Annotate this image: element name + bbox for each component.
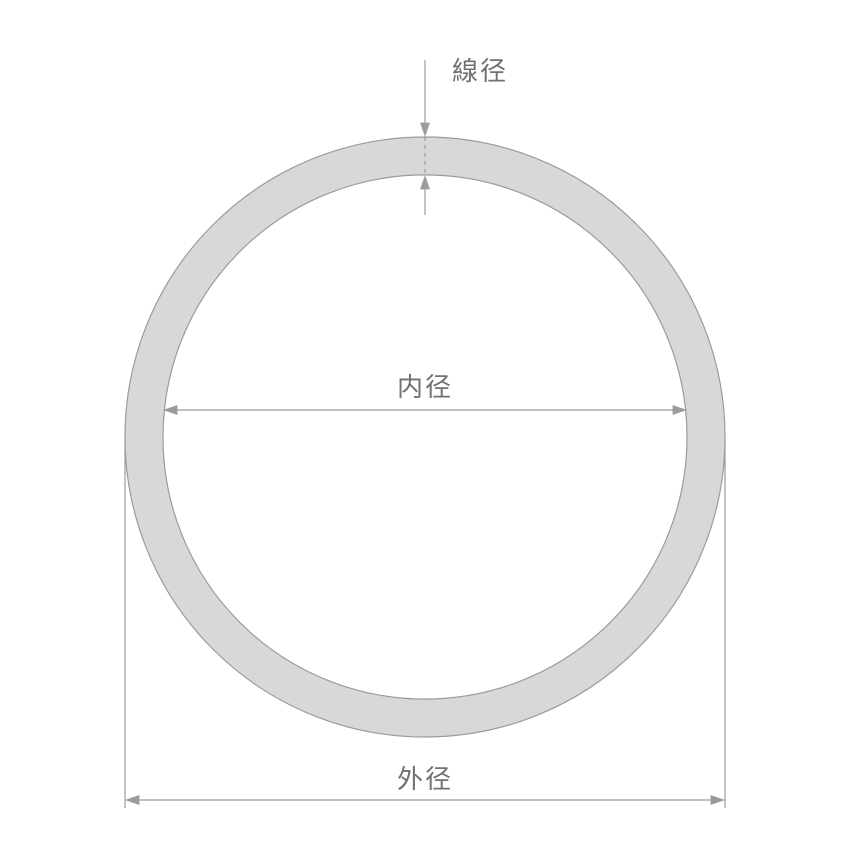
inner-diameter-label: 内径 xyxy=(397,372,453,402)
outer-diameter-label: 外径 xyxy=(397,764,453,794)
wire-diameter-label: 線径 xyxy=(452,56,508,86)
